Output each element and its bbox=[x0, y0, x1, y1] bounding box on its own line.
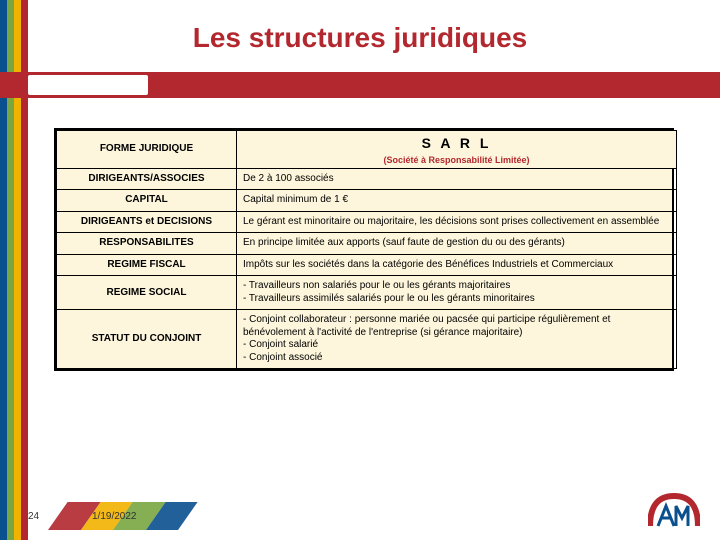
sarl-subtitle: (Société à Responsabilité Limitée) bbox=[243, 155, 670, 166]
table-row: CAPITALCapital minimum de 1 € bbox=[57, 190, 677, 212]
ribbon-cutout bbox=[28, 75, 148, 95]
table-row: RESPONSABILITESEn principe limitée aux a… bbox=[57, 233, 677, 255]
table-row: REGIME SOCIAL- Travailleurs non salariés… bbox=[57, 276, 677, 310]
table-row: DIRIGEANTS et DECISIONSLe gérant est min… bbox=[57, 211, 677, 233]
row-value: - Conjoint collaborateur : personne mari… bbox=[237, 310, 677, 369]
slide: Les structures juridiques FORME JURIDIQU… bbox=[0, 0, 720, 540]
header-right: S A R L (Société à Responsabilité Limité… bbox=[237, 131, 677, 169]
row-value: De 2 à 100 associés bbox=[237, 168, 677, 190]
row-label: RESPONSABILITES bbox=[57, 233, 237, 255]
table-row: STATUT DU CONJOINT- Conjoint collaborate… bbox=[57, 310, 677, 369]
table-row: REGIME FISCALImpôts sur les sociétés dan… bbox=[57, 254, 677, 276]
row-value: En principe limitée aux apports (sauf fa… bbox=[237, 233, 677, 255]
row-label: DIRIGEANTS et DECISIONS bbox=[57, 211, 237, 233]
row-label: REGIME FISCAL bbox=[57, 254, 237, 276]
header-left: FORME JURIDIQUE bbox=[57, 131, 237, 169]
page-number: 24 bbox=[28, 511, 39, 522]
row-label: DIRIGEANTS/ASSOCIES bbox=[57, 168, 237, 190]
row-value: Impôts sur les sociétés dans la catégori… bbox=[237, 254, 677, 276]
legal-structures-table: FORME JURIDIQUE S A R L (Société à Respo… bbox=[54, 128, 674, 371]
slide-date: 1/19/2022 bbox=[92, 511, 137, 522]
sarl-name: S A R L bbox=[243, 135, 670, 153]
table-row: DIRIGEANTS/ASSOCIESDe 2 à 100 associés bbox=[57, 168, 677, 190]
title-ribbon bbox=[0, 72, 720, 98]
row-value: Capital minimum de 1 € bbox=[237, 190, 677, 212]
row-value: - Travailleurs non salariés pour le ou l… bbox=[237, 276, 677, 310]
row-label: CAPITAL bbox=[57, 190, 237, 212]
cma-logo bbox=[648, 490, 700, 530]
row-label: REGIME SOCIAL bbox=[57, 276, 237, 310]
page-title: Les structures juridiques bbox=[0, 22, 720, 54]
row-value: Le gérant est minoritaire ou majoritaire… bbox=[237, 211, 677, 233]
row-label: STATUT DU CONJOINT bbox=[57, 310, 237, 369]
